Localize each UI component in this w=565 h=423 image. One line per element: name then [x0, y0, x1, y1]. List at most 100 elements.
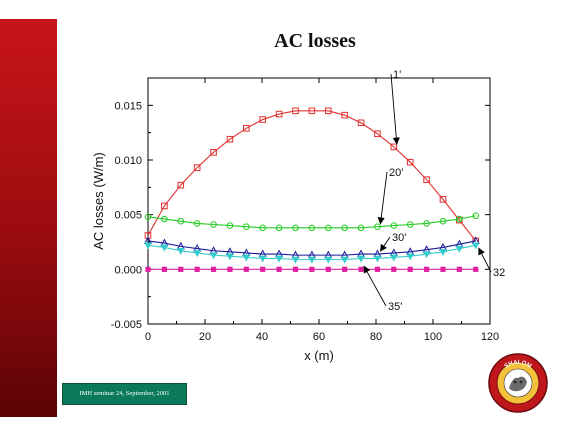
data-point — [144, 242, 152, 250]
data-point — [341, 111, 348, 119]
x-tick-label: 120 — [481, 331, 499, 343]
data-point — [259, 116, 267, 123]
data-point — [178, 266, 184, 272]
data-point — [243, 266, 249, 272]
data-point — [423, 266, 430, 272]
data-point — [275, 224, 283, 232]
annotation-arrow — [363, 265, 387, 307]
data-point — [391, 266, 397, 272]
x-axis-label: x (m) — [304, 348, 334, 363]
data-point — [275, 255, 283, 263]
data-point — [260, 266, 266, 272]
slide-title: AC losses — [274, 30, 356, 52]
data-point — [357, 255, 365, 263]
data-point — [161, 215, 168, 223]
series-3 — [144, 242, 480, 264]
data-point — [292, 224, 299, 232]
y-tick-label: 0.005 — [114, 210, 142, 222]
data-point — [324, 224, 332, 232]
y-tick-label: 0.015 — [114, 100, 142, 112]
y-tick-label: -0.005 — [111, 319, 142, 331]
data-point — [374, 266, 381, 272]
ac-losses-chart: 0 20 40 60 80 100 120 -0.005 0.000 0.005 0.010 0.01… — [91, 69, 505, 363]
data-point — [210, 266, 217, 272]
data-point — [292, 107, 299, 115]
data-point — [210, 149, 217, 156]
data-point — [456, 215, 463, 223]
x-tick-label: 40 — [256, 331, 268, 343]
data-point — [193, 164, 201, 171]
series-0 — [144, 107, 480, 245]
data-point — [342, 266, 348, 272]
data-point — [472, 212, 480, 220]
data-point — [406, 253, 414, 261]
x-tick-label: 20 — [199, 331, 211, 343]
data-point — [259, 255, 267, 263]
data-point — [227, 266, 233, 272]
series-4 — [145, 266, 479, 272]
data-point — [243, 223, 250, 230]
data-point — [161, 266, 167, 272]
data-point — [177, 217, 185, 225]
annotation-label: 35' — [388, 301, 402, 313]
data-point — [226, 222, 234, 229]
y-tick-label: 0.000 — [114, 264, 142, 276]
data-point — [308, 256, 316, 264]
data-point — [374, 223, 381, 230]
annotation-arrow — [478, 247, 492, 273]
data-point — [406, 158, 414, 166]
data-point — [324, 107, 332, 115]
series-line — [147, 215, 476, 229]
data-point — [473, 266, 479, 272]
series-line — [147, 240, 476, 256]
data-point — [439, 196, 447, 203]
data-point — [292, 266, 299, 272]
annotation-arrow — [390, 73, 400, 145]
annotation-label: 20' — [389, 167, 403, 179]
data-point — [439, 217, 447, 225]
y-tick-label: 0.010 — [114, 155, 142, 167]
data-point — [373, 255, 382, 263]
annotation-arrow — [377, 171, 388, 225]
data-point — [357, 224, 365, 232]
data-point — [341, 224, 348, 232]
x-tick-label: 0 — [145, 331, 151, 343]
data-point — [145, 266, 151, 272]
data-point — [308, 224, 316, 232]
data-point — [194, 266, 200, 272]
data-point — [210, 221, 217, 228]
data-point — [209, 252, 218, 260]
data-point — [243, 124, 250, 132]
data-point — [144, 213, 152, 221]
series-2 — [143, 236, 480, 259]
data-point — [439, 249, 447, 256]
data-point — [340, 256, 349, 264]
data-point — [325, 266, 331, 272]
data-point — [177, 181, 185, 189]
data-point — [193, 250, 201, 258]
sidebar-gradient-bar — [0, 19, 57, 417]
institute-seal-logo: SHALOM — [488, 353, 548, 413]
data-point — [308, 107, 316, 115]
data-point — [390, 222, 398, 229]
data-point — [440, 266, 446, 272]
data-point — [275, 110, 283, 118]
data-point — [390, 254, 398, 262]
data-point — [161, 202, 168, 210]
annotation-arrow — [379, 236, 391, 252]
data-point — [423, 220, 430, 227]
x-tick-label: 80 — [370, 331, 382, 343]
data-point — [407, 266, 413, 272]
data-point — [358, 266, 364, 272]
data-point — [193, 220, 201, 227]
data-point — [406, 221, 414, 228]
data-point — [242, 254, 251, 262]
data-point — [259, 224, 267, 232]
data-point — [456, 266, 462, 272]
annotation-label: 1' — [393, 69, 401, 81]
data-point — [357, 119, 365, 127]
data-point — [276, 266, 282, 272]
data-point — [177, 247, 185, 255]
series-1 — [144, 212, 480, 232]
svg-text:SHALOM: SHALOM — [504, 360, 533, 370]
